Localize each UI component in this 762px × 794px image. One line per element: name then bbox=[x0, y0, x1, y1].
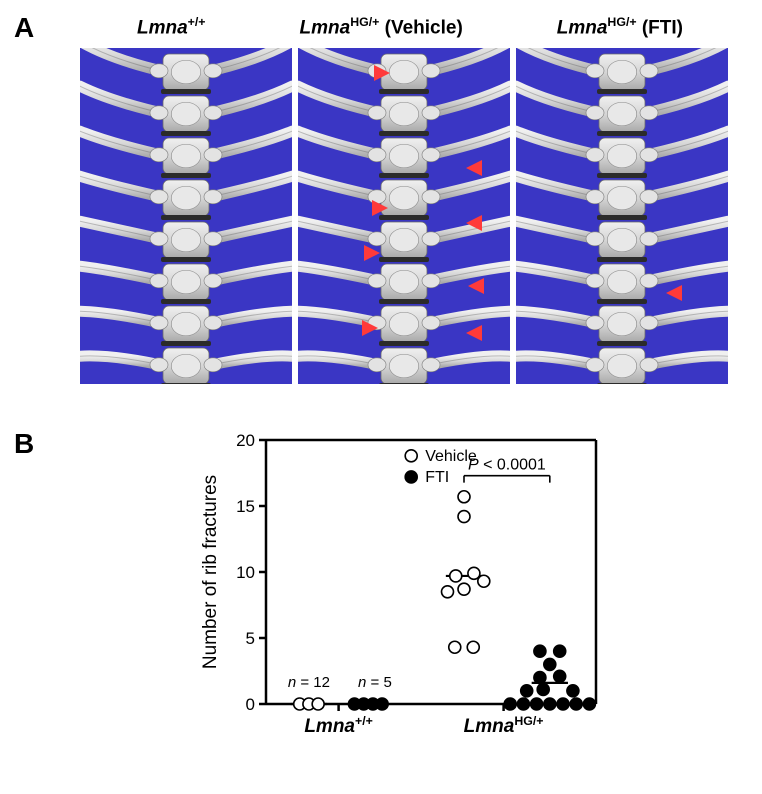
data-point bbox=[544, 698, 556, 710]
legend-marker bbox=[405, 471, 417, 483]
ct-fti-svg bbox=[516, 48, 728, 384]
scatter-chart: 0 5 10 15 20 Number of rib fractures Lmna+/+ Lm… bbox=[188, 428, 608, 768]
data-point bbox=[583, 698, 595, 710]
svg-text:0: 0 bbox=[246, 695, 255, 714]
title-veh: LmnaHG/+ (Vehicle) bbox=[300, 15, 463, 39]
ct-veh bbox=[298, 48, 510, 384]
legend-label: FTI bbox=[425, 469, 449, 486]
data-point bbox=[442, 586, 454, 598]
p-value-label: P < 0.0001 bbox=[468, 457, 546, 474]
data-point bbox=[458, 583, 470, 595]
data-point bbox=[557, 698, 569, 710]
title-fti: LmnaHG/+ (FTI) bbox=[557, 15, 683, 39]
data-point bbox=[376, 698, 388, 710]
data-point bbox=[467, 641, 479, 653]
ct-wt bbox=[80, 48, 292, 384]
panel-a-titles: Lmna+/+ LmnaHG/+ (Vehicle) LmnaHG/+ (FTI… bbox=[90, 15, 730, 39]
legend-marker bbox=[405, 450, 417, 462]
svg-text:15: 15 bbox=[236, 497, 255, 516]
data-point bbox=[567, 685, 579, 697]
data-point bbox=[554, 645, 566, 657]
data-point bbox=[504, 698, 516, 710]
svg-text:10: 10 bbox=[236, 563, 255, 582]
data-point bbox=[534, 645, 546, 657]
data-point bbox=[570, 698, 582, 710]
data-point bbox=[517, 698, 529, 710]
chart-area: 0 5 10 15 20 Number of rib fractures Lmna+/+ Lm… bbox=[188, 428, 608, 768]
ct-veh-svg bbox=[298, 48, 510, 384]
title-wt: Lmna+/+ bbox=[137, 15, 206, 39]
data-point bbox=[458, 491, 470, 503]
panel-b-label: B bbox=[14, 428, 34, 460]
data-point bbox=[521, 685, 533, 697]
data-point bbox=[554, 670, 566, 682]
y-axis-label: Number of rib fractures bbox=[200, 475, 221, 669]
data-point bbox=[537, 683, 549, 695]
data-point bbox=[449, 641, 461, 653]
x-category-label: LmnaHG/+ bbox=[464, 714, 544, 737]
n-label: n = 12 bbox=[288, 674, 330, 691]
ct-row bbox=[80, 48, 728, 384]
svg-text:20: 20 bbox=[236, 431, 255, 450]
x-category-label: Lmna+/+ bbox=[304, 714, 373, 737]
data-point bbox=[531, 698, 543, 710]
panel-a-label: A bbox=[14, 12, 34, 44]
data-point bbox=[458, 511, 470, 523]
data-point bbox=[468, 567, 480, 579]
n-label: n = 5 bbox=[358, 674, 392, 691]
data-point bbox=[478, 575, 490, 587]
data-point bbox=[534, 672, 546, 684]
svg-text:5: 5 bbox=[246, 629, 255, 648]
data-point bbox=[544, 658, 556, 670]
ct-wt-svg bbox=[80, 48, 292, 384]
ct-fti bbox=[516, 48, 728, 384]
data-point bbox=[312, 698, 324, 710]
data-point bbox=[450, 570, 462, 582]
